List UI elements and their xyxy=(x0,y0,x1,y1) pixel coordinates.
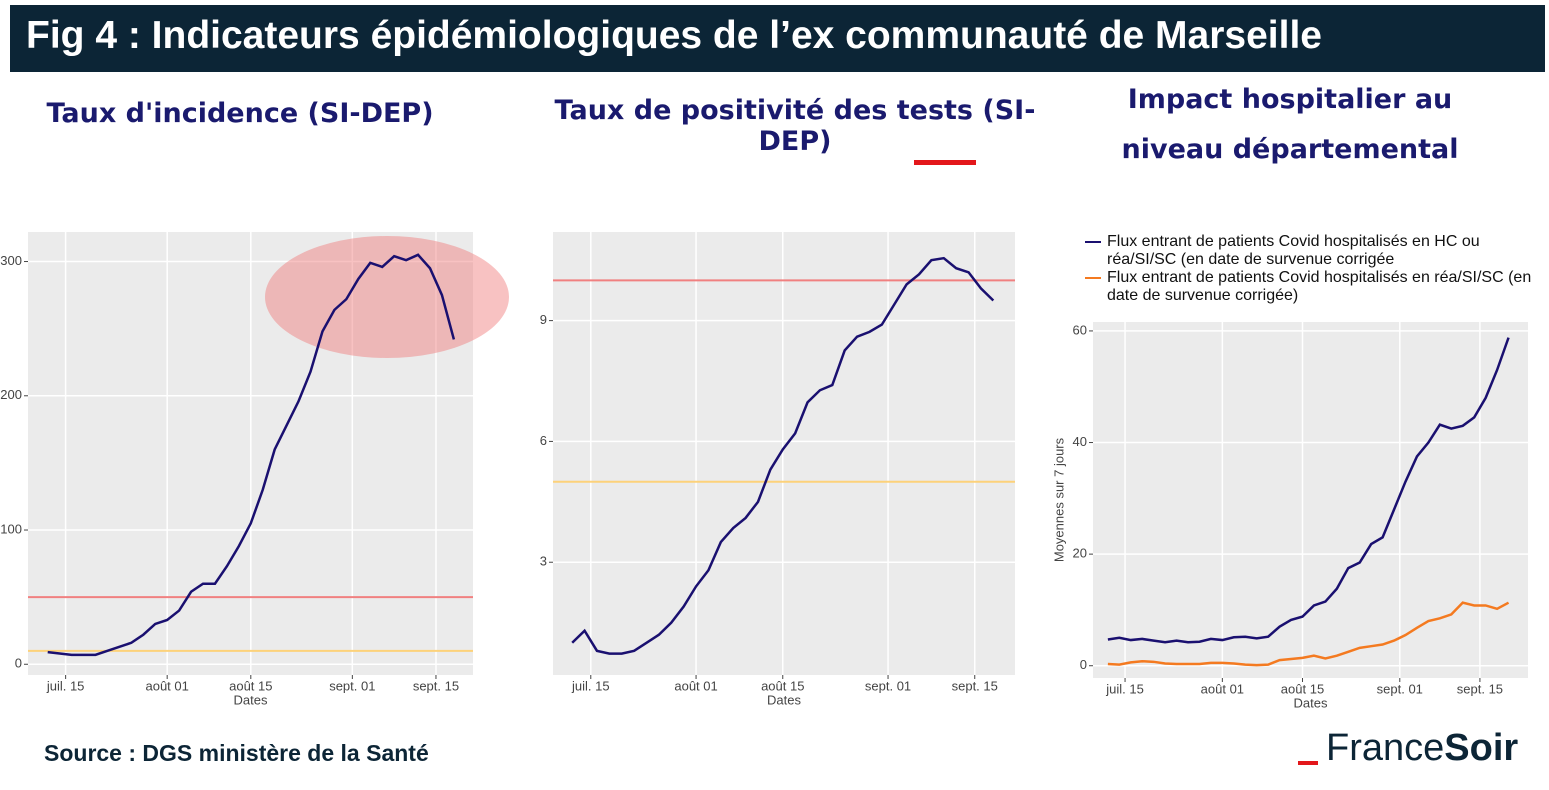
plot-background xyxy=(553,232,1015,675)
x-tick-label: août 01 xyxy=(674,678,717,693)
x-axis-label: Dates xyxy=(767,692,801,707)
x-tick-label: sept. 15 xyxy=(413,678,459,693)
legend-item: Flux entrant de patients Covid hospitali… xyxy=(1085,233,1535,269)
x-tick-label: sept. 15 xyxy=(952,678,998,693)
x-tick-label: sept. 01 xyxy=(329,678,375,693)
x-tick-label: août 15 xyxy=(761,678,804,693)
x-tick-label: juil. 15 xyxy=(571,678,610,693)
x-tick-label: août 15 xyxy=(229,678,272,693)
logo-part: Soir xyxy=(1444,727,1519,769)
x-tick-label: août 15 xyxy=(1281,681,1324,696)
y-tick-label: 60 xyxy=(1073,322,1087,337)
x-tick-label: sept. 15 xyxy=(1457,681,1503,696)
legend-item: Flux entrant de patients Covid hospitali… xyxy=(1085,269,1535,305)
highlight xyxy=(265,236,509,358)
x-tick-label: sept. 01 xyxy=(865,678,911,693)
y-tick-label: 6 xyxy=(540,433,547,448)
chart-title: Taux d'incidence (SI-DEP) xyxy=(46,98,434,129)
legend-label: Flux entrant de patients Covid hospitali… xyxy=(1107,269,1532,304)
y-tick-label: 200 xyxy=(0,387,22,402)
x-tick-label: juil. 15 xyxy=(1105,681,1144,696)
x-tick-label: août 01 xyxy=(1201,681,1244,696)
y-tick-label: 9 xyxy=(540,312,547,327)
y-tick-label: 100 xyxy=(0,521,22,536)
y-tick-label: 0 xyxy=(1080,657,1087,672)
header-bar xyxy=(10,5,1545,72)
logo-part: France xyxy=(1326,727,1445,769)
x-tick-label: août 01 xyxy=(145,678,188,693)
legend: Flux entrant de patients Covid hospitali… xyxy=(1085,233,1535,305)
x-axis-label: Dates xyxy=(1294,695,1328,710)
y-tick-label: 3 xyxy=(540,554,547,569)
legend-key xyxy=(1085,241,1101,243)
logo-dash xyxy=(1298,761,1318,765)
chart-title: Taux de positivité des tests (SI-DEP) xyxy=(554,95,1036,157)
data-line xyxy=(571,256,995,655)
y-tick-label: 300 xyxy=(0,253,22,268)
page-title: Fig 4 : Indicateurs épidémiologiques de … xyxy=(26,14,1322,57)
x-tick-label: sept. 01 xyxy=(1377,681,1423,696)
y-axis-label: Moyennes sur 7 jours xyxy=(1051,437,1066,562)
data-line xyxy=(1107,337,1510,644)
legend-label: Flux entrant de patients Covid hospitali… xyxy=(1107,233,1480,268)
logo: FranceSoir xyxy=(1326,727,1518,770)
legend-key xyxy=(1085,277,1101,279)
x-axis-label: Dates xyxy=(234,692,268,707)
x-tick-label: juil. 15 xyxy=(46,678,85,693)
data-line xyxy=(47,253,456,657)
y-tick-label: 0 xyxy=(15,656,22,671)
plot-background xyxy=(1093,322,1528,678)
chart-title: Impact hospitalier au niveau département… xyxy=(1121,84,1459,165)
data-line xyxy=(1107,601,1510,667)
y-tick-label: 40 xyxy=(1073,434,1087,449)
decor-dash xyxy=(914,160,976,165)
source: Source : DGS ministère de la Santé xyxy=(44,740,429,766)
y-tick-label: 20 xyxy=(1073,546,1087,561)
